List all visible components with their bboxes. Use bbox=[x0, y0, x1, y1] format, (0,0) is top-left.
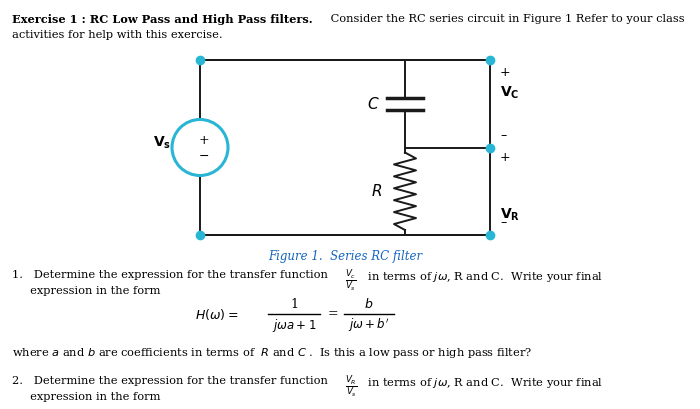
Text: +: + bbox=[500, 151, 510, 164]
Text: 1.   Determine the expression for the transfer function: 1. Determine the expression for the tran… bbox=[12, 270, 332, 280]
Text: in terms of $j\omega$, R and C.  Write your final: in terms of $j\omega$, R and C. Write yo… bbox=[364, 376, 603, 390]
Text: $j\omega +b'$: $j\omega +b'$ bbox=[349, 316, 390, 334]
Text: $C$: $C$ bbox=[367, 96, 379, 112]
Text: $\mathbf{V_C}$: $\mathbf{V_C}$ bbox=[500, 85, 519, 101]
Text: Consider the RC series circuit in Figure 1 Refer to your class: Consider the RC series circuit in Figure… bbox=[327, 14, 685, 24]
Text: 1: 1 bbox=[290, 297, 298, 310]
Text: expression in the form: expression in the form bbox=[12, 286, 160, 296]
Text: +: + bbox=[199, 134, 209, 147]
Text: in terms of $j\omega$, R and C.  Write your final: in terms of $j\omega$, R and C. Write yo… bbox=[364, 270, 603, 284]
Text: activities for help with this exercise.: activities for help with this exercise. bbox=[12, 30, 223, 40]
Text: $R$: $R$ bbox=[372, 183, 383, 199]
Text: expression in the form: expression in the form bbox=[12, 392, 160, 402]
Text: 2.   Determine the expression for the transfer function: 2. Determine the expression for the tran… bbox=[12, 376, 332, 386]
Text: $\mathbf{V_R}$: $\mathbf{V_R}$ bbox=[500, 206, 520, 222]
Text: +: + bbox=[500, 65, 510, 79]
Text: –: – bbox=[500, 129, 506, 142]
Text: $\mathbf{V_s}$: $\mathbf{V_s}$ bbox=[153, 134, 171, 151]
Text: $\frac{V_c}{V_s}$: $\frac{V_c}{V_s}$ bbox=[345, 268, 356, 293]
Text: Figure 1.  Series RC filter: Figure 1. Series RC filter bbox=[268, 250, 422, 263]
Text: $\frac{V_R}{V_s}$: $\frac{V_R}{V_s}$ bbox=[345, 374, 358, 399]
Text: Exercise 1 : RC Low Pass and High Pass filters.: Exercise 1 : RC Low Pass and High Pass f… bbox=[12, 14, 313, 25]
Text: $j\omega a+1$: $j\omega a+1$ bbox=[272, 317, 316, 333]
Text: −: − bbox=[199, 150, 209, 163]
Text: =: = bbox=[328, 308, 339, 321]
Text: –: – bbox=[500, 216, 506, 229]
Text: $b$: $b$ bbox=[364, 297, 374, 311]
Text: $H(\omega) = $: $H(\omega) = $ bbox=[195, 306, 238, 321]
Text: where $a$ and $b$ are coefficients in terms of  $R$ and $C$ .  Is this a low pas: where $a$ and $b$ are coefficients in te… bbox=[12, 346, 532, 360]
